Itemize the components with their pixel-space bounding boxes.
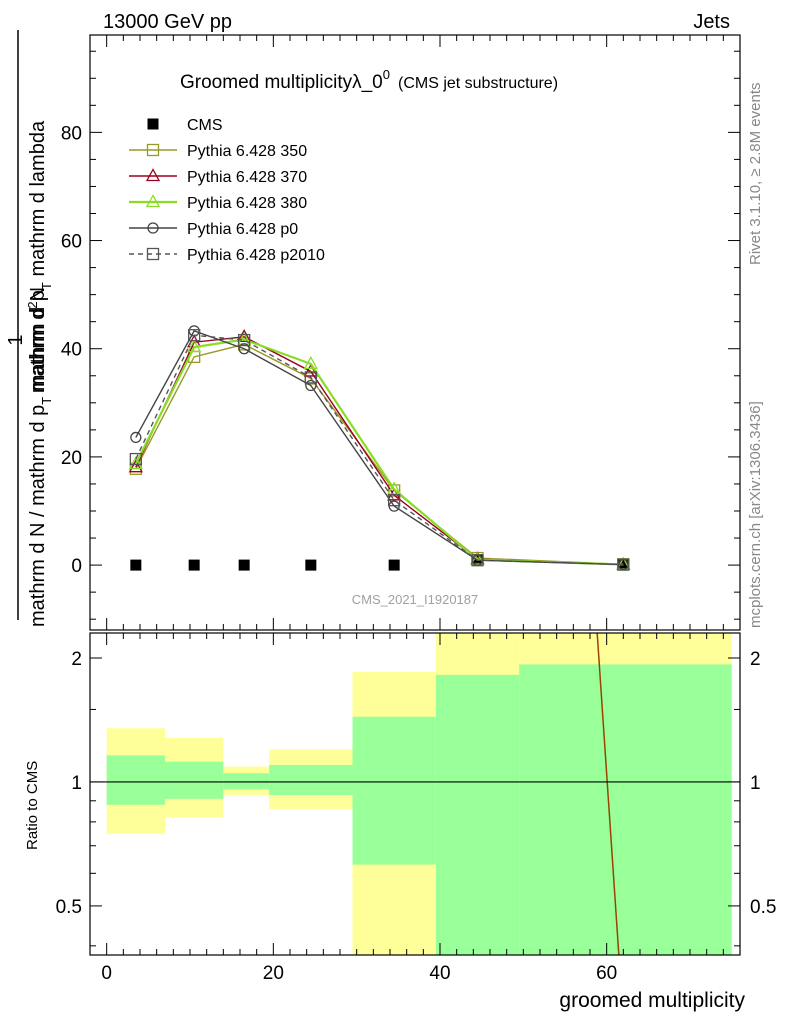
data-point [471,554,484,567]
data-point [128,459,143,473]
ratio-ylabel: Ratio to CMS [24,761,41,850]
data-point [617,559,629,571]
data-point [305,559,317,571]
data-point [238,559,250,571]
ratio-xtick-label: 60 [596,963,617,984]
ratio-mc-line [596,633,620,955]
data-point [617,558,630,571]
series-5 [129,329,630,571]
main-ytick-label: 20 [61,448,82,469]
ratio-ytick-label: 1 [71,773,82,794]
ratio-frame [89,632,741,956]
series-3 [128,331,631,570]
ratio-ytick-label: 2 [71,649,82,670]
legend-item: Pythia 6.428 p2010 [129,247,325,264]
main-frame [89,34,741,631]
ratio-green-band-5 [435,674,520,955]
ylabel-numerator-1: 1 [5,334,27,345]
ratio-green-band-0 [106,755,165,805]
ratio-green-band-6 [519,664,732,955]
data-point [188,329,201,342]
data-point [238,343,250,355]
watermark-label: CMS_2021_I1920187 [352,592,479,607]
ratio-ytick-label-right: 0.5 [750,897,776,918]
chart-title-main: Groomed multiplicityλ_0 [180,72,383,93]
legend-marker [145,194,161,208]
data-point [303,356,318,370]
legend-item: Pythia 6.428 350 [129,143,307,160]
header-right-label: Jets [693,11,730,33]
mcplots-label: mcplots.cern.ch [arXiv:1306.3436] [747,401,764,628]
data-point [188,559,200,571]
ratio-green-band-4 [352,716,436,865]
ratio-ytick-label-right: 2 [750,649,761,670]
data-point [303,363,318,377]
main-ytick-label: 80 [61,123,82,144]
ratio-xtick-label: 20 [263,963,284,984]
data-point [388,559,400,571]
series-line [135,330,624,566]
legend-item: CMS [147,117,223,134]
ylabel-numerator-2: mathrm d2N [25,287,49,393]
ratio-xlabel: groomed multiplicity [559,989,745,1012]
main-ytick-label: 0 [71,556,82,577]
series-line [134,338,624,566]
ratio-xtick-label: 40 [429,963,450,984]
legend-marker [145,168,161,182]
ratio-ytick-label-right: 1 [750,773,761,794]
header-left-label: 13000 GeV pp [103,11,232,33]
data-point [304,371,317,384]
legend-label: Pythia 6.428 p2010 [187,247,325,264]
main-ylabel: 1 mathrm d2N [5,30,49,620]
legend-label: Pythia 6.428 p0 [187,221,298,238]
legend-item: Pythia 6.428 p0 [129,221,298,238]
ratio-xtick-label: 0 [101,963,112,984]
ratio-panel: 0 20 40 60 0.5 0.5 1 1 2 2 Ratio to CMS groomed mul… [24,632,776,1012]
chart-title-sub: (CMS jet substructure) [398,75,558,92]
data-point [388,494,401,507]
chart-title-sup: 0 [383,67,390,82]
series-line [135,336,624,566]
data-point [130,431,142,444]
series-1 [129,338,630,571]
ylabel-denominator: mathrm d N / mathrm d pT mathrm d pT mat… [27,120,54,627]
data-point [130,559,142,571]
legend-item: Pythia 6.428 370 [129,168,307,186]
rivet-label: Rivet 3.1.10, ≥ 2.8M events [747,83,764,266]
legend-label: Pythia 6.428 370 [187,169,307,186]
legend-marker [147,222,159,234]
data-point [238,333,251,347]
legend-marker [147,118,159,130]
data-point [128,456,143,470]
chart-title: Groomed multiplicityλ_00 (CMS jet substru… [180,67,558,93]
legend-marker [146,143,160,157]
data-point [187,339,202,353]
ratio-ytick-label: 0.5 [56,897,82,918]
legend-marker [146,247,160,261]
main-ytick-label: 40 [61,340,82,361]
main-ytick-label: 60 [61,232,82,253]
series-2 [128,328,631,570]
main-panel: 0 20 40 60 80 CMS Pythia 6.428 350 Pythia 6.428… [27,34,741,631]
series-4 [130,325,629,571]
legend-label: Pythia 6.428 380 [187,195,307,212]
legend-label: CMS [187,117,223,134]
ratio-green-band-2 [223,773,270,790]
data-point [387,481,402,495]
series-line [135,334,624,566]
legend-label: Pythia 6.428 350 [187,143,307,160]
ratio-green-band-1 [165,761,224,799]
legend-item: Pythia 6.428 380 [129,194,307,212]
series-line [135,343,624,565]
ratio-bands [106,633,732,955]
ratio-green-band-3 [269,764,353,795]
data-point [237,328,252,342]
data-point [129,452,142,466]
